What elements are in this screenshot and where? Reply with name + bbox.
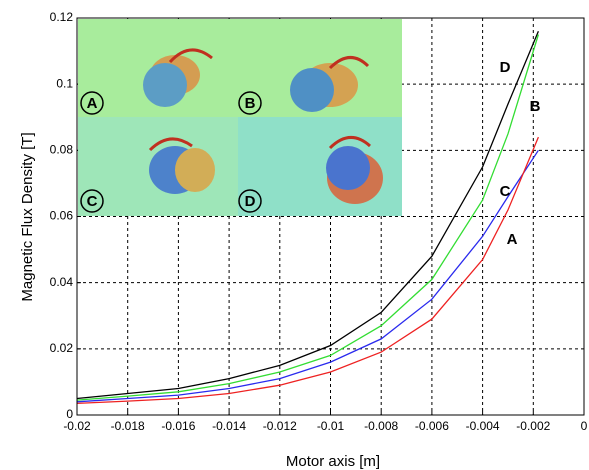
y-axis-label: Magnetic Flux Density [T]	[19, 132, 36, 301]
x-tick-label: -0.008	[364, 419, 398, 433]
inset-label-circle	[238, 91, 262, 115]
series-label: D	[500, 59, 511, 76]
y-tick-label: 0	[66, 407, 73, 421]
x-tick-label: 0	[581, 419, 588, 433]
series-line	[76, 34, 540, 401]
inset-label-circle	[80, 91, 104, 115]
y-tick-label: 0.08	[50, 143, 74, 157]
series-label: C	[500, 183, 511, 200]
x-tick-label: -0.012	[263, 419, 297, 433]
y-tick-label: 0.12	[50, 10, 74, 24]
x-tick-label: -0.014	[212, 419, 246, 433]
inset-label-circle	[80, 189, 104, 213]
inset-label: D	[245, 193, 256, 210]
y-tick-label: 0.02	[50, 341, 74, 355]
inset-label-circle	[238, 189, 262, 213]
series-label: B	[530, 98, 541, 115]
x-tick-label: -0.01	[317, 419, 345, 433]
x-tick-label: -0.006	[415, 419, 449, 433]
y-tick-label: 0.1	[56, 76, 73, 90]
y-tick-label: 0.04	[50, 275, 74, 289]
series-label: A	[507, 231, 518, 248]
x-tick-label: -0.004	[466, 419, 500, 433]
x-tick-label: -0.02	[63, 419, 91, 433]
series-line	[76, 136, 539, 405]
inset-arrows	[148, 48, 372, 152]
inset-image	[78, 19, 402, 216]
inset-motors	[143, 55, 383, 204]
inset-label: C	[87, 193, 98, 210]
x-tick-label: -0.018	[111, 419, 145, 433]
series-line	[76, 149, 539, 403]
inset-label: A	[87, 95, 98, 112]
series-line	[76, 30, 539, 400]
x-axis-label: Motor axis [m]	[286, 453, 380, 470]
inset-label: B	[245, 95, 256, 112]
plot-frame	[76, 17, 585, 416]
y-tick-label: 0.06	[50, 209, 74, 223]
x-tick-label: -0.016	[161, 419, 195, 433]
x-tick-label: -0.002	[516, 419, 550, 433]
